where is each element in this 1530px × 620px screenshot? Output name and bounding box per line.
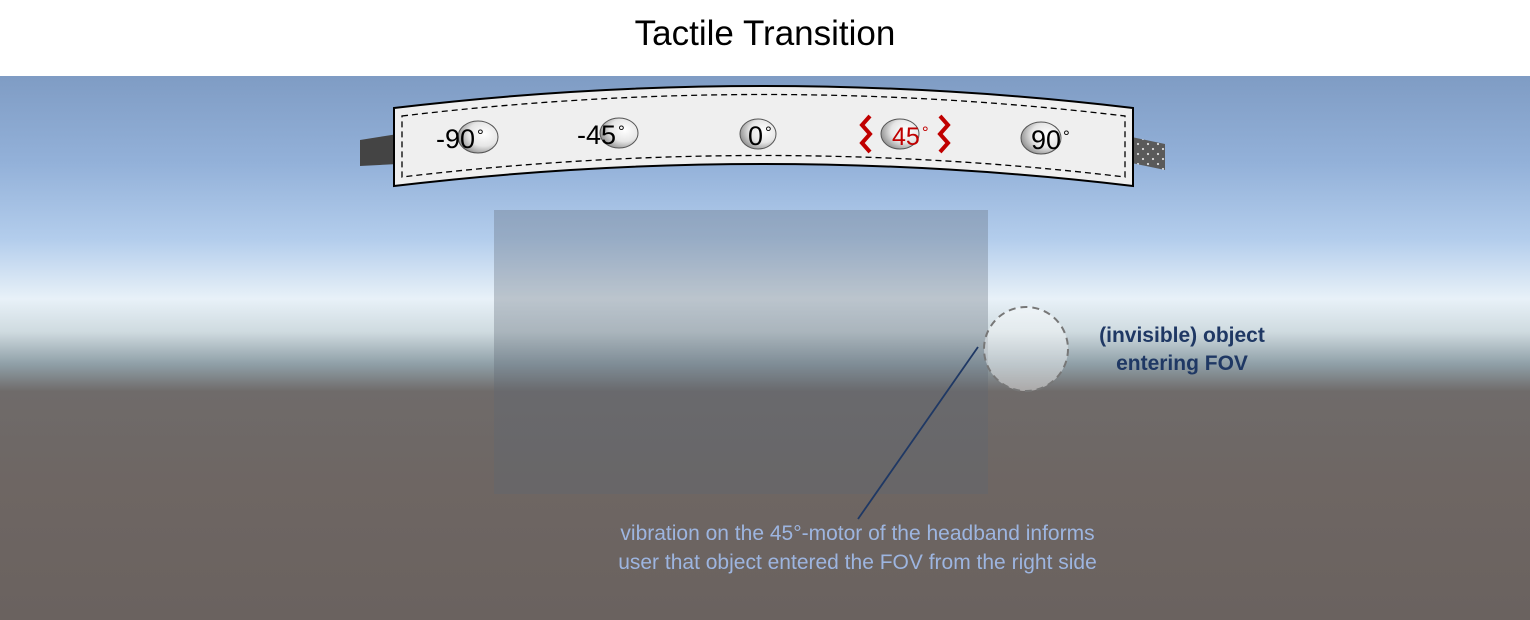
invisible-object-circle [983,306,1069,392]
object-label: (invisible) object entering FOV [1072,322,1292,378]
vibration-label-line2: user that object entered the FOV from th… [618,551,1097,574]
object-label-line2: entering FOV [1116,352,1248,375]
motor--90 [457,120,499,154]
motor-label-90: 90 ° [1031,125,1070,155]
vibration-zigzag-left [859,114,873,154]
fov-rectangle [494,210,988,494]
motor-45-active [859,114,951,154]
object-label-line1: (invisible) object [1099,324,1265,347]
sky-ground-background [0,76,1530,620]
scene-graphic: -90 ° -45 ° 0 ° 45 ° 90 ° [0,76,1530,620]
diagram-title: Tactile Transition [634,14,896,53]
motor-label--45: -45 ° [577,120,625,150]
motor--45 [599,117,639,149]
left-strap [360,134,398,166]
motor-0 [739,118,777,150]
vibration-label: vibration on the 45°-motor of the headba… [545,519,1170,577]
vibration-zigzag-right [937,114,951,154]
motor-label-0: 0 ° [748,121,772,151]
pointer-line [857,346,979,520]
vr-scene: -90 ° -45 ° 0 ° 45 ° 90 ° (invisible) object … [0,76,1530,620]
vibration-label-line1: vibration on the 45°-motor of the headba… [620,522,1095,545]
motor-label-45: 45 ° [892,123,929,151]
headband-stitching [401,93,1126,178]
motor-label--90: -90 ° [436,124,484,154]
motor-90 [1020,121,1062,155]
